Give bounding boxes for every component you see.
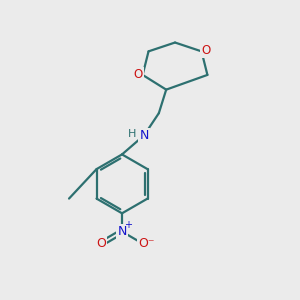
- Text: N: N: [117, 225, 127, 238]
- Text: O: O: [134, 68, 143, 81]
- Text: +: +: [124, 220, 133, 230]
- Text: O: O: [96, 237, 106, 250]
- Text: H: H: [128, 128, 136, 139]
- Text: O⁻: O⁻: [138, 237, 154, 250]
- Text: N: N: [140, 129, 149, 142]
- Text: O: O: [201, 44, 211, 57]
